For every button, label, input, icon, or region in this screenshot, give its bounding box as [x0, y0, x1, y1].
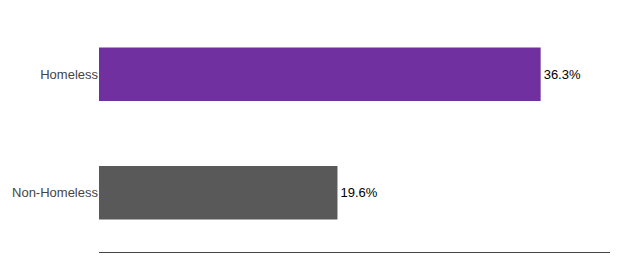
svg-text:Non-Homeless: Non-Homeless: [12, 185, 98, 200]
svg-text:Homeless: Homeless: [40, 67, 98, 82]
svg-text:19.6%: 19.6%: [340, 185, 377, 200]
svg-text:36.3%: 36.3%: [544, 67, 581, 82]
